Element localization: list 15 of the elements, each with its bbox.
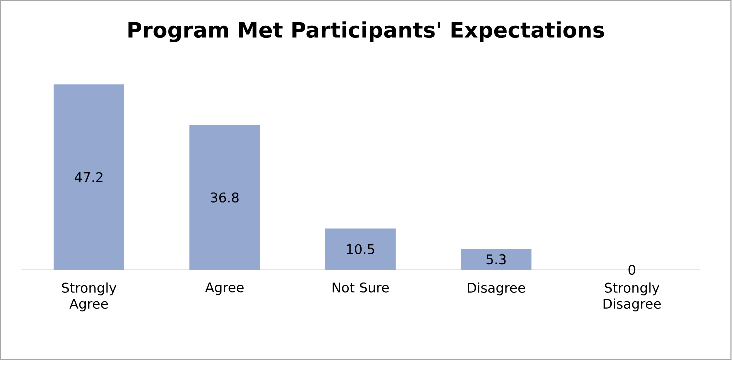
chart-title: Program Met Participants' Expectations (128, 22, 604, 42)
data-label: 0 (628, 264, 636, 276)
x-tick-label: Agree (205, 282, 244, 296)
bar (461, 249, 532, 270)
bar (190, 126, 260, 270)
data-label: 10.5 (347, 244, 374, 254)
data-label: 36.8 (211, 192, 239, 203)
x-tick-label: Disagree (468, 282, 526, 296)
data-label: 5.3 (486, 254, 506, 265)
data-label: 47.2 (75, 172, 103, 182)
x-tick-label: Strongly Agree (62, 282, 117, 312)
bar (325, 228, 396, 270)
x-tick-label: Not Sure (332, 282, 390, 293)
x-tick-label: Strongly Disagree (604, 282, 662, 312)
bar (54, 84, 124, 270)
